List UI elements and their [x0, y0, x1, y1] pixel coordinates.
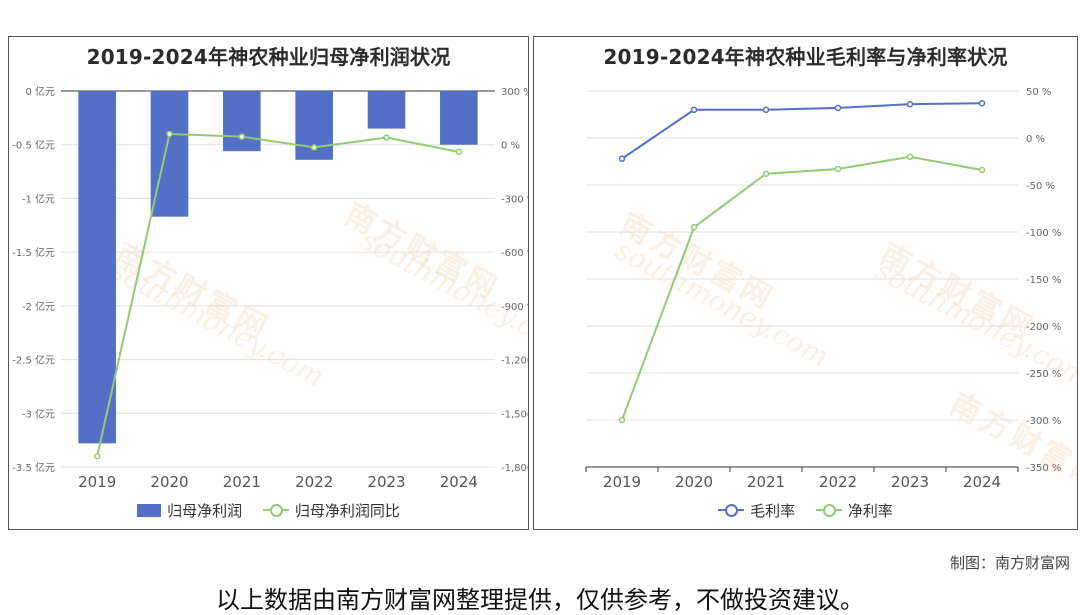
legend-line-swatch: [718, 503, 745, 517]
y-tick-label: -1 亿元: [22, 192, 55, 205]
chart-panel-net-profit: 南方财富网 南方财富网 southmoney.com southmoney.co…: [8, 36, 529, 530]
y2-tick-label: 300 %: [501, 87, 529, 98]
legend-item-net-margin[interactable]: 净利率: [815, 500, 893, 521]
bar: [150, 91, 189, 217]
legend-item-gross-margin[interactable]: 毛利率: [718, 500, 795, 521]
y-tick-label: -300 %: [1026, 416, 1061, 427]
y2-tick-label: -1,500 %: [501, 409, 529, 420]
y-tick-label: 0 亿元: [25, 85, 55, 98]
y-tick-label: -350 %: [1026, 463, 1061, 474]
y-tick-label: -2 亿元: [22, 300, 55, 313]
legend-line-swatch: [815, 503, 842, 517]
point: [618, 155, 626, 162]
x-tick-label: 2020: [150, 473, 188, 491]
point: [906, 100, 914, 108]
bar: [223, 91, 261, 152]
x-tick-label: 2023: [891, 473, 929, 491]
point: [238, 133, 246, 140]
x-tick-label: 2023: [367, 473, 405, 491]
point: [762, 170, 770, 177]
x-tick-label: 2021: [747, 473, 785, 491]
point: [906, 153, 914, 161]
bar: [440, 91, 478, 145]
y-tick-label: -2.5 亿元: [12, 354, 55, 367]
x-tick-label: 2021: [223, 473, 261, 491]
x-tick-label: 2024: [440, 473, 478, 491]
series-line-net-margin: [621, 155, 983, 421]
x-tick-label: 2022: [295, 473, 333, 491]
x-tick-label: 2024: [963, 473, 1001, 491]
y-tick-label: -200 %: [1026, 322, 1061, 333]
y2-tick-label: -1,200 %: [501, 356, 529, 367]
chart-margins: 50 % 0 % -50 % -100 % -150 % -200 % -250 % -300…: [585, 87, 1061, 491]
point: [690, 106, 698, 114]
y2-tick-label: -1,800 %: [501, 463, 529, 474]
legend-label: 归母净利润同比: [294, 501, 400, 520]
legend[interactable]: 归母净利润 归母净利润同比: [9, 500, 528, 522]
legend-item-net-profit[interactable]: 归母净利润: [137, 500, 242, 521]
y-tick-label: -3.5 亿元: [12, 461, 55, 474]
point: [978, 166, 986, 174]
y-tick-label: -3 亿元: [22, 407, 55, 420]
y-tick-label: -250 %: [1026, 369, 1061, 380]
y-tick-label: -150 %: [1026, 275, 1061, 286]
point: [762, 106, 770, 114]
chart-title: 2019-2024年神农种业毛利率与净利率状况: [603, 45, 1008, 69]
bar: [367, 91, 406, 129]
chart-credit: 制图：南方财富网: [949, 554, 1070, 572]
legend-line-swatch: [262, 503, 289, 517]
x-tick-label: 2019: [603, 473, 641, 491]
legend[interactable]: 毛利率 净利率: [534, 500, 1077, 522]
y-tick-label: -1.5 亿元: [12, 246, 55, 259]
series-line-gross-margin: [621, 102, 983, 160]
legend-label: 净利率: [847, 501, 893, 520]
y2-tick-label: -300 %: [501, 194, 529, 205]
bar: [78, 91, 116, 444]
y-tick-label: -100 %: [1026, 228, 1061, 239]
y2-tick-label: -900 %: [501, 302, 529, 313]
x-tick-label: 2022: [819, 473, 857, 491]
y-tick-label: -50 %: [1026, 181, 1055, 192]
y-tick-label: 0 %: [1026, 134, 1045, 145]
point: [834, 165, 842, 173]
disclaimer: 以上数据由南方财富网整理提供，仅供参考，不做投资建议。: [216, 586, 864, 614]
x-tick-label: 2020: [675, 473, 713, 491]
point: [310, 144, 318, 151]
point: [618, 416, 626, 424]
y-tick-label: 50 %: [1026, 87, 1051, 98]
chart-title: 2019-2024年神农种业归母净利润状况: [86, 45, 451, 69]
chart-net-profit: 0 亿元 -0.5 亿元 -1 亿元 -1.5 亿元 -2 亿元 -2.5 亿元 -3 亿元…: [12, 85, 529, 491]
x-tick-label: 2019: [78, 473, 116, 491]
point: [383, 134, 390, 141]
legend-label: 归母净利润: [167, 502, 243, 520]
point: [978, 99, 986, 107]
chart-panel-margins: 南方财富网 南方财富网 南方财富网 southmoney.com southmo…: [533, 36, 1078, 530]
y2-tick-label: -600 %: [501, 248, 529, 259]
point: [690, 224, 698, 231]
y2-tick-label: 0 %: [501, 141, 520, 152]
legend-item-net-profit-yoy[interactable]: 归母净利润同比: [262, 500, 400, 521]
legend-label: 毛利率: [750, 501, 796, 520]
point: [834, 104, 842, 112]
series-line-yoy: [96, 132, 460, 457]
legend-bar-swatch: [137, 504, 162, 517]
y-tick-label: -0.5 亿元: [12, 139, 55, 152]
point: [93, 453, 101, 460]
point: [455, 148, 463, 156]
point: [166, 130, 173, 138]
